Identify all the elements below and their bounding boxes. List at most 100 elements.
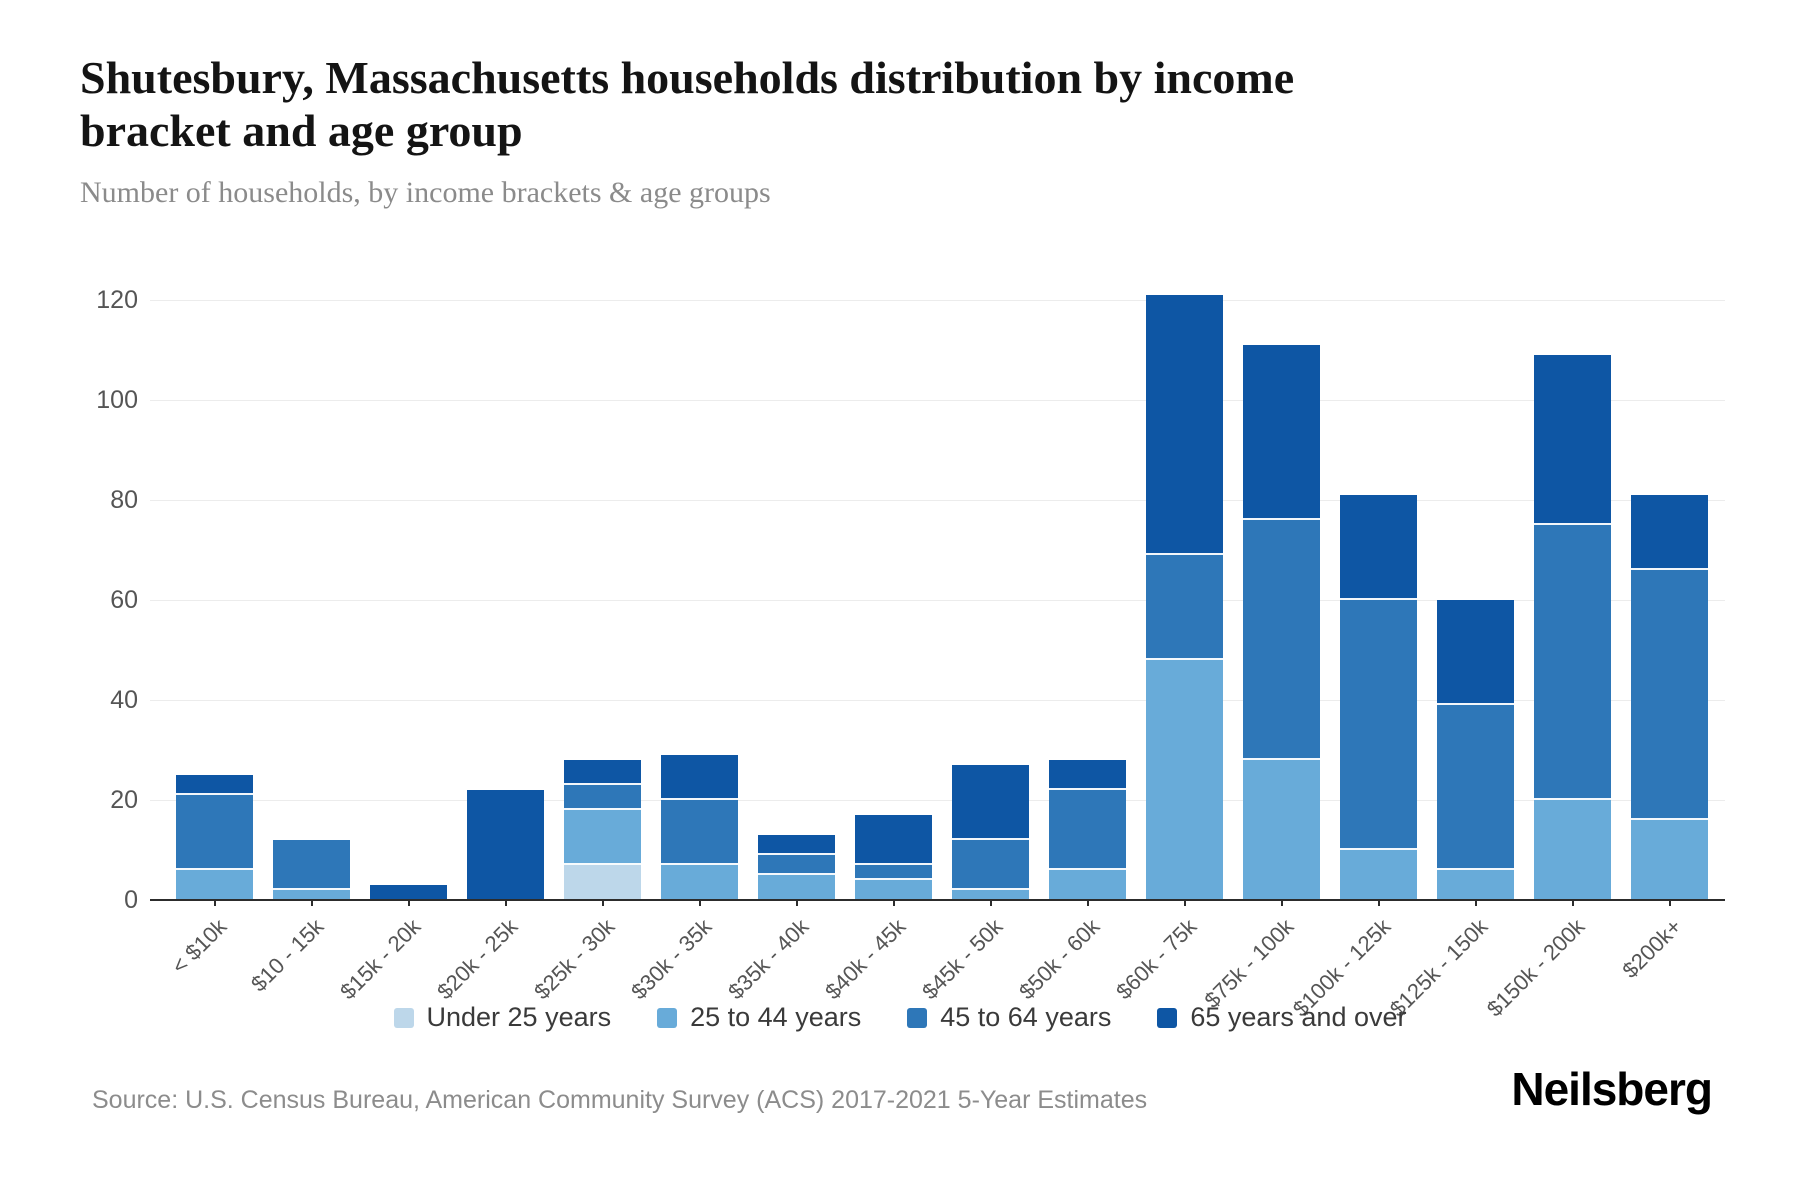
bar-segment-125k-150k-65-years-and-over[interactable] [1437, 600, 1514, 705]
bar-segment-50k-60k-25-to-44-years[interactable] [1049, 870, 1126, 900]
x-axis-label-50k-60k: $50k - 60k [1013, 913, 1104, 1005]
x-axis-tick-200k [1668, 900, 1671, 906]
y-axis-tick-label-20: 20 [110, 786, 138, 814]
bar-segment-25k-30k-45-to-64-years[interactable] [564, 785, 641, 810]
bar-segment-35k-40k-25-to-44-years[interactable] [758, 875, 835, 900]
x-axis-label-125k-150k: $125k - 150k [1384, 913, 1492, 1022]
x-axis-tick-10k [213, 900, 216, 906]
gridline-y-60 [150, 600, 1725, 601]
legend-swatch-65-years-and-over [1157, 1007, 1178, 1028]
bar-segment-125k-150k-25-to-44-years[interactable] [1437, 870, 1514, 900]
x-axis-tick-10-15k [310, 900, 313, 906]
bar-segment-30k-35k-25-to-44-years[interactable] [661, 865, 738, 900]
legend-swatch-under-25-years [393, 1007, 414, 1028]
bar-segment-10-15k-45-to-64-years[interactable] [273, 840, 350, 890]
legend-swatch-45-to-64-years [907, 1007, 928, 1028]
x-axis-tick-15k-20k [407, 900, 410, 906]
legend-label-65-years-and-over: 65 years and over [1190, 1002, 1407, 1032]
legend-item-45-to-64-years[interactable]: 45 to 64 years [907, 1002, 1111, 1033]
bar-segment-100k-125k-65-years-and-over[interactable] [1340, 495, 1417, 600]
x-axis-tick-50k-60k [1086, 900, 1089, 906]
bar-segment-150k-200k-25-to-44-years[interactable] [1534, 800, 1611, 900]
x-axis-tick-45k-50k [989, 900, 992, 906]
x-axis-label-10-15k: $10 - 15k [245, 913, 328, 997]
bar-segment-40k-45k-65-years-and-over[interactable] [855, 815, 932, 865]
x-axis-label-60k-75k: $60k - 75k [1110, 913, 1201, 1005]
legend-item-under-25-years[interactable]: Under 25 years [393, 1002, 612, 1033]
bar-segment-200k-45-to-64-years[interactable] [1631, 570, 1708, 820]
x-axis-tick-60k-75k [1183, 900, 1186, 906]
legend-item-25-to-44-years[interactable]: 25 to 44 years [657, 1002, 861, 1033]
bar-segment-60k-75k-45-to-64-years[interactable] [1146, 555, 1223, 660]
x-axis-tick-150k-200k [1571, 900, 1574, 906]
bar-segment-75k-100k-45-to-64-years[interactable] [1243, 520, 1320, 760]
y-axis-tick-label-120: 120 [96, 286, 138, 314]
bar-segment-45k-50k-25-to-44-years[interactable] [952, 890, 1029, 900]
bar-segment-20k-25k-65-years-and-over[interactable] [467, 790, 544, 900]
chart-subtitle: Number of households, by income brackets… [80, 176, 771, 209]
x-axis-tick-100k-125k [1377, 900, 1380, 906]
bar-segment-50k-60k-45-to-64-years[interactable] [1049, 790, 1126, 870]
bar-segment-200k-25-to-44-years[interactable] [1631, 820, 1708, 900]
x-axis-label-25k-30k: $25k - 30k [528, 913, 619, 1005]
bar-segment-100k-125k-45-to-64-years[interactable] [1340, 600, 1417, 850]
gridline-y-20 [150, 800, 1725, 801]
legend-swatch-25-to-44-years [657, 1007, 678, 1028]
bar-segment-15k-20k-65-years-and-over[interactable] [370, 885, 447, 900]
bar-segment-10k-65-years-and-over[interactable] [176, 775, 253, 795]
bar-segment-40k-45k-25-to-44-years[interactable] [855, 880, 932, 900]
bar-segment-35k-40k-65-years-and-over[interactable] [758, 835, 835, 855]
x-axis-tick-20k-25k [504, 900, 507, 906]
bar-segment-150k-200k-65-years-and-over[interactable] [1534, 355, 1611, 525]
brand-logo: Neilsberg [1511, 1063, 1713, 1115]
x-axis-tick-30k-35k [698, 900, 701, 906]
y-axis-tick-label-0: 0 [124, 886, 138, 914]
bar-segment-75k-100k-25-to-44-years[interactable] [1243, 760, 1320, 900]
bar-segment-45k-50k-65-years-and-over[interactable] [952, 765, 1029, 840]
bar-segment-125k-150k-45-to-64-years[interactable] [1437, 705, 1514, 870]
x-axis-label-30k-35k: $30k - 35k [625, 913, 716, 1005]
bar-segment-25k-30k-25-to-44-years[interactable] [564, 810, 641, 865]
x-axis-tick-125k-150k [1474, 900, 1477, 906]
x-axis-label-20k-25k: $20k - 25k [431, 913, 522, 1005]
x-axis-tick-35k-40k [795, 900, 798, 906]
legend-label-45-to-64-years: 45 to 64 years [940, 1002, 1112, 1032]
bar-segment-150k-200k-45-to-64-years[interactable] [1534, 525, 1611, 800]
x-axis-tick-75k-100k [1280, 900, 1283, 906]
bar-segment-50k-60k-65-years-and-over[interactable] [1049, 760, 1126, 790]
bar-segment-75k-100k-65-years-and-over[interactable] [1243, 345, 1320, 520]
bar-segment-200k-65-years-and-over[interactable] [1631, 495, 1708, 570]
x-axis-tick-25k-30k [601, 900, 604, 906]
y-axis-tick-label-40: 40 [110, 686, 138, 714]
bar-segment-30k-35k-45-to-64-years[interactable] [661, 800, 738, 865]
bar-segment-10k-45-to-64-years[interactable] [176, 795, 253, 870]
x-axis-label-40k-45k: $40k - 45k [819, 913, 910, 1005]
bar-segment-40k-45k-45-to-64-years[interactable] [855, 865, 932, 880]
bar-segment-60k-75k-25-to-44-years[interactable] [1146, 660, 1223, 900]
chart-legend: Under 25 years 25 to 44 years 45 to 64 yea… [80, 1002, 1720, 1033]
chart-title-line1: Shutesbury, Massachusetts households dis… [80, 52, 1295, 103]
bar-segment-10-15k-25-to-44-years[interactable] [273, 890, 350, 900]
x-axis-label-35k-40k: $35k - 40k [722, 913, 813, 1005]
bar-segment-45k-50k-45-to-64-years[interactable] [952, 840, 1029, 890]
y-axis-tick-label-80: 80 [110, 486, 138, 514]
gridline-y-80 [150, 500, 1725, 501]
x-axis-tick-40k-45k [892, 900, 895, 906]
legend-label-25-to-44-years: 25 to 44 years [690, 1002, 862, 1032]
y-axis-tick-label-60: 60 [110, 586, 138, 614]
bar-segment-100k-125k-25-to-44-years[interactable] [1340, 850, 1417, 900]
gridline-y-120 [150, 300, 1725, 301]
bar-segment-35k-40k-45-to-64-years[interactable] [758, 855, 835, 875]
y-axis-tick-label-100: 100 [96, 386, 138, 414]
bar-segment-30k-35k-65-years-and-over[interactable] [661, 755, 738, 800]
bar-segment-25k-30k-under-25-years[interactable] [564, 865, 641, 900]
x-axis-label-10k: < $10k [166, 913, 231, 979]
x-axis-label-100k-125k: $100k - 125k [1287, 913, 1395, 1022]
legend-label-under-25-years: Under 25 years [426, 1002, 612, 1032]
bar-segment-25k-30k-65-years-and-over[interactable] [564, 760, 641, 785]
x-axis-label-75k-100k: $75k - 100k [1199, 913, 1298, 1013]
legend-item-65-years-and-over[interactable]: 65 years and over [1157, 1002, 1407, 1033]
bar-segment-10k-25-to-44-years[interactable] [176, 870, 253, 900]
bar-segment-60k-75k-65-years-and-over[interactable] [1146, 295, 1223, 555]
